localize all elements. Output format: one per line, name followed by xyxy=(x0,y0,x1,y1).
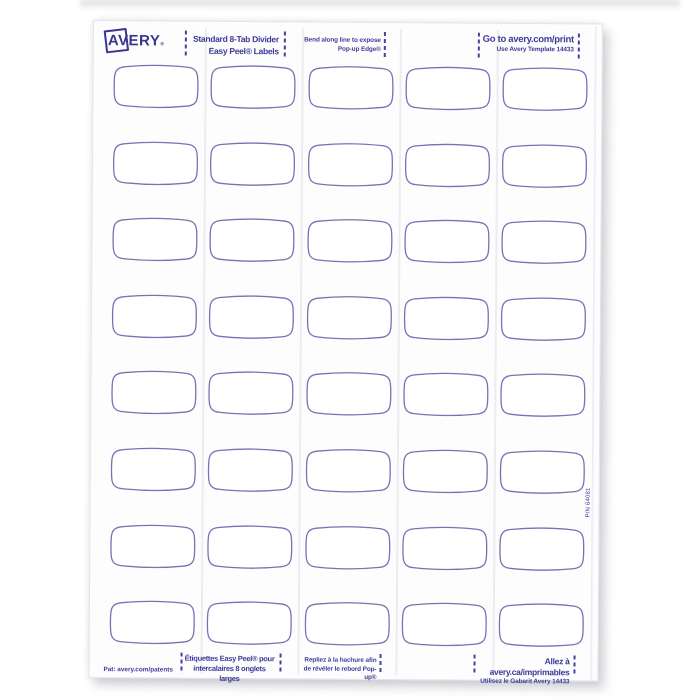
divider-label xyxy=(304,525,391,570)
label-outline xyxy=(210,65,296,110)
label-outline xyxy=(501,220,587,265)
label-grid xyxy=(89,21,604,683)
divider-label xyxy=(109,524,196,569)
divider-label xyxy=(401,526,488,571)
patent-note: Pat: avery.com/patents xyxy=(103,666,173,674)
label-outline xyxy=(500,373,586,418)
label-outline xyxy=(404,143,490,187)
label-outline xyxy=(111,370,197,415)
template-url-fr-line: Allez à avery.ca/imprimables xyxy=(489,656,570,678)
divider-label xyxy=(207,371,294,416)
footer-dashed-separator xyxy=(379,654,382,676)
divider-label xyxy=(209,141,296,186)
divider-label xyxy=(210,65,297,110)
divider-label xyxy=(501,143,588,188)
divider-label xyxy=(112,141,199,186)
divider-label xyxy=(111,294,198,339)
label-outline xyxy=(498,603,584,648)
bend-instruction-fr-line2: de révéler le rebord Pop-up® xyxy=(303,664,377,681)
label-outline xyxy=(306,295,392,340)
divider-label xyxy=(207,448,294,493)
footer-template-info-fr: Allez à avery.ca/imprimables Utilisez le… xyxy=(473,656,569,687)
label-outline xyxy=(210,141,296,186)
footer-product-title-fr: Étiquettes Easy Peel® pour intercalaires… xyxy=(184,653,275,685)
divider-label xyxy=(401,449,488,494)
divider-label xyxy=(498,526,585,571)
divider-label xyxy=(307,65,394,110)
label-outline xyxy=(402,449,488,494)
divider-label xyxy=(498,603,585,648)
label-outline xyxy=(500,297,587,341)
product-title-fr-line1: Étiquettes Easy Peel® pour xyxy=(184,653,275,664)
label-outline xyxy=(112,141,199,185)
divider-label xyxy=(500,220,587,265)
divider-label xyxy=(400,602,487,647)
label-outline xyxy=(502,67,588,112)
label-outline xyxy=(209,294,295,339)
label-outline xyxy=(209,218,295,263)
label-outline xyxy=(207,448,294,493)
divider-label xyxy=(500,297,587,342)
product-title-fr-line2: intercalaires 8 onglets larges xyxy=(193,663,266,684)
divider-label xyxy=(111,217,198,262)
label-outline xyxy=(403,296,489,341)
label-outline xyxy=(305,372,392,417)
bend-instruction-fr-line1: Repliez à la hachure afin xyxy=(304,656,377,664)
label-outline xyxy=(501,143,588,188)
label-outline xyxy=(499,450,585,495)
label-outline xyxy=(405,66,491,111)
label-outline xyxy=(112,217,198,262)
divider-label xyxy=(305,295,392,340)
divider-label xyxy=(110,447,197,492)
label-outline xyxy=(402,372,489,417)
footer-dashed-separator xyxy=(573,655,576,677)
divider-label xyxy=(499,373,586,418)
label-outline xyxy=(401,526,488,570)
divider-label xyxy=(306,219,393,264)
divider-label xyxy=(501,67,588,112)
label-outline xyxy=(207,524,293,569)
label-outline xyxy=(113,64,199,109)
divider-label xyxy=(206,524,293,569)
part-number: P/N 64081 xyxy=(585,487,592,518)
label-outline xyxy=(401,602,487,647)
label-outline xyxy=(109,600,195,645)
divider-label xyxy=(206,601,293,646)
label-outline xyxy=(206,601,293,646)
label-outline xyxy=(304,602,390,646)
label-outline xyxy=(208,371,294,416)
divider-label xyxy=(402,372,489,418)
divider-label xyxy=(209,218,296,263)
label-outline xyxy=(111,294,198,339)
divider-label xyxy=(499,450,586,495)
divider-label xyxy=(403,296,490,341)
divider-label xyxy=(109,600,196,645)
label-outline xyxy=(499,526,585,571)
footer-bend-instruction-fr: Repliez à la hachure afin de révéler le … xyxy=(292,656,377,682)
label-outline xyxy=(306,219,393,263)
divider-label xyxy=(304,448,391,493)
label-outline xyxy=(307,65,394,110)
divider-label xyxy=(303,602,390,647)
divider-label xyxy=(110,370,197,416)
footer-dashed-separator xyxy=(279,653,282,675)
label-outline xyxy=(305,448,391,493)
divider-label xyxy=(404,143,491,188)
divider-label xyxy=(208,294,295,340)
divider-label xyxy=(403,219,490,264)
template-number-fr-line: Utilisez le Gabarit Avery 14433 xyxy=(480,677,570,686)
divider-label xyxy=(306,142,393,187)
label-sheet: AVERY® Standard 8-Tab Divider Easy Peel®… xyxy=(88,20,604,685)
label-outline xyxy=(404,219,490,264)
footer-dashed-separator xyxy=(180,652,183,674)
label-outline xyxy=(110,524,196,568)
divider-label xyxy=(305,372,392,417)
divider-label xyxy=(404,66,491,111)
divider-label xyxy=(112,64,199,109)
label-outline xyxy=(110,447,197,492)
label-outline xyxy=(307,142,393,187)
label-outline xyxy=(304,525,390,570)
